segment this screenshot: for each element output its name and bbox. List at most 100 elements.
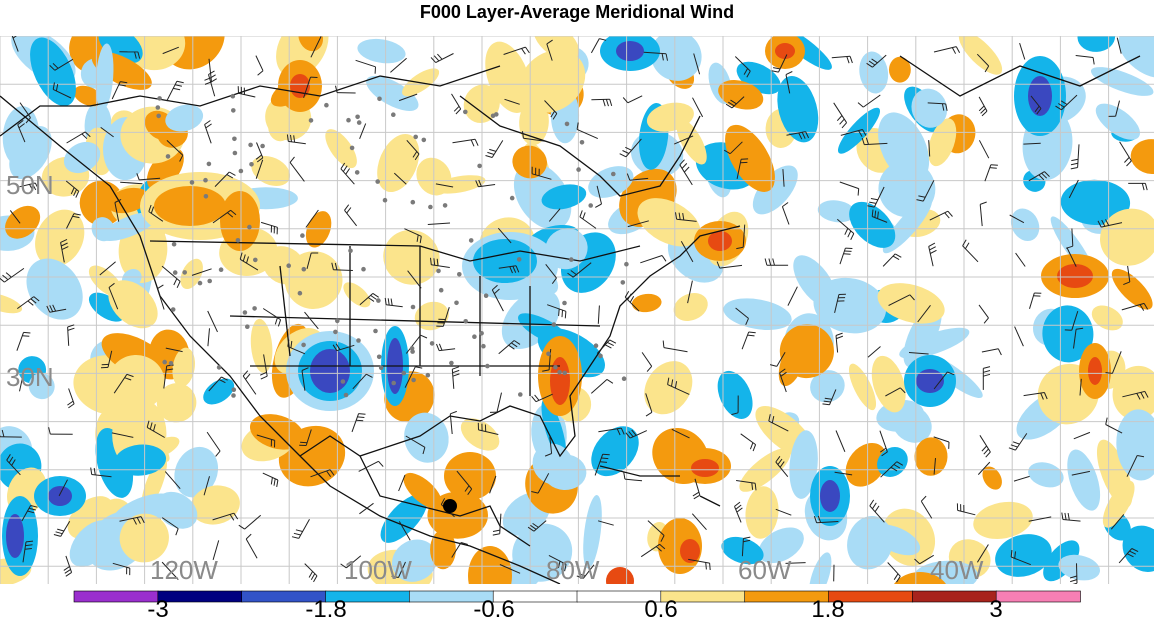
observation-dot — [576, 167, 581, 172]
observation-dot — [443, 203, 448, 208]
observation-dot — [598, 354, 603, 359]
observation-dot — [517, 257, 522, 262]
observation-dot — [356, 338, 361, 343]
lon-label-100w: 100W — [344, 557, 412, 583]
observation-dot — [350, 146, 355, 151]
lat-label-30n: 30N — [6, 364, 54, 390]
observation-dot — [231, 108, 236, 113]
observation-dot — [422, 138, 427, 143]
observation-dot — [430, 341, 435, 346]
anomaly-core — [820, 480, 840, 512]
lat-label-50n: 50N — [6, 172, 54, 198]
anomaly-core — [310, 349, 350, 393]
observation-dot — [252, 306, 257, 311]
observation-dot — [341, 379, 346, 384]
observation-dot — [481, 344, 486, 349]
observation-dot — [463, 319, 468, 324]
observation-dot — [204, 194, 209, 199]
observation-dot — [298, 291, 303, 296]
observation-dot — [377, 355, 382, 360]
observation-dot — [562, 371, 567, 376]
anomaly-core — [444, 452, 496, 500]
observation-dot — [232, 137, 237, 142]
observation-dot — [410, 346, 415, 351]
observation-dot — [436, 269, 441, 274]
observation-dot — [479, 331, 484, 336]
observation-dot — [335, 319, 340, 324]
observation-dot — [344, 393, 349, 398]
observation-dot — [233, 151, 238, 156]
observation-dot — [411, 305, 416, 310]
observation-dot — [190, 180, 195, 185]
observation-dot — [477, 164, 482, 169]
observation-dot — [413, 135, 418, 140]
observation-dot — [588, 203, 593, 208]
anomaly-core — [1057, 264, 1093, 288]
observation-dot — [253, 258, 258, 263]
observation-dot — [243, 310, 248, 315]
lon-label-120w: 120W — [150, 557, 218, 583]
observation-dot — [171, 307, 176, 312]
observation-dot — [156, 105, 161, 110]
colorbar-swatch — [74, 591, 158, 602]
observation-dot — [166, 154, 171, 159]
anomaly-core — [6, 514, 24, 558]
station-marker — [443, 499, 457, 513]
observation-dot — [580, 140, 585, 145]
observation-dot — [562, 301, 567, 306]
observation-dot — [411, 378, 416, 383]
observation-dot — [439, 288, 444, 293]
observation-dot — [402, 371, 407, 376]
observation-dot — [346, 118, 351, 123]
observation-dot — [469, 238, 474, 243]
observation-dot — [219, 267, 224, 272]
observation-dot — [301, 343, 306, 348]
observation-dot — [231, 393, 236, 398]
colorbar-tick: 0.6 — [644, 598, 677, 622]
observation-dot — [377, 97, 382, 102]
observation-dot — [457, 272, 462, 277]
observation-dot — [239, 169, 244, 174]
observation-dot — [510, 196, 515, 201]
observation-dot — [300, 233, 305, 238]
observation-dot — [309, 118, 314, 123]
observation-dot — [207, 162, 212, 167]
observation-dot — [245, 324, 250, 329]
anomaly-core — [775, 43, 795, 59]
colorbar-swatch — [158, 591, 242, 602]
observation-dot — [379, 366, 384, 371]
observation-dot — [611, 172, 616, 177]
observation-dot — [162, 360, 167, 365]
observation-dot — [621, 280, 626, 285]
observation-dot — [355, 170, 360, 175]
observation-dot — [249, 162, 254, 167]
observation-dot — [485, 364, 490, 369]
observation-dot — [207, 279, 212, 284]
observation-dot — [594, 343, 599, 348]
colorbar-swatch — [912, 591, 996, 602]
observation-dot — [156, 114, 161, 119]
observation-dot — [552, 322, 557, 327]
observation-dot — [355, 115, 360, 120]
observation-dot — [426, 373, 431, 378]
observation-dot — [169, 361, 174, 366]
anomaly-core — [616, 41, 644, 61]
observation-dot — [484, 293, 489, 298]
observation-dot — [157, 96, 162, 101]
observation-dot — [217, 365, 222, 370]
anomaly-core — [1088, 357, 1102, 385]
map-canvas — [0, 36, 1154, 584]
observation-dot — [236, 238, 241, 243]
observation-dot — [232, 387, 237, 392]
anomaly-core — [708, 231, 732, 251]
anomaly-core — [473, 239, 537, 283]
colorbar — [0, 588, 1154, 622]
anomaly-core — [48, 486, 72, 506]
colorbar-swatch — [996, 591, 1080, 602]
observation-dot — [248, 143, 253, 148]
observation-dot — [428, 205, 433, 210]
observation-dot — [203, 178, 208, 183]
lon-label-40w: 40W — [930, 557, 983, 583]
observation-dot — [411, 200, 416, 205]
observation-dot — [373, 329, 378, 334]
